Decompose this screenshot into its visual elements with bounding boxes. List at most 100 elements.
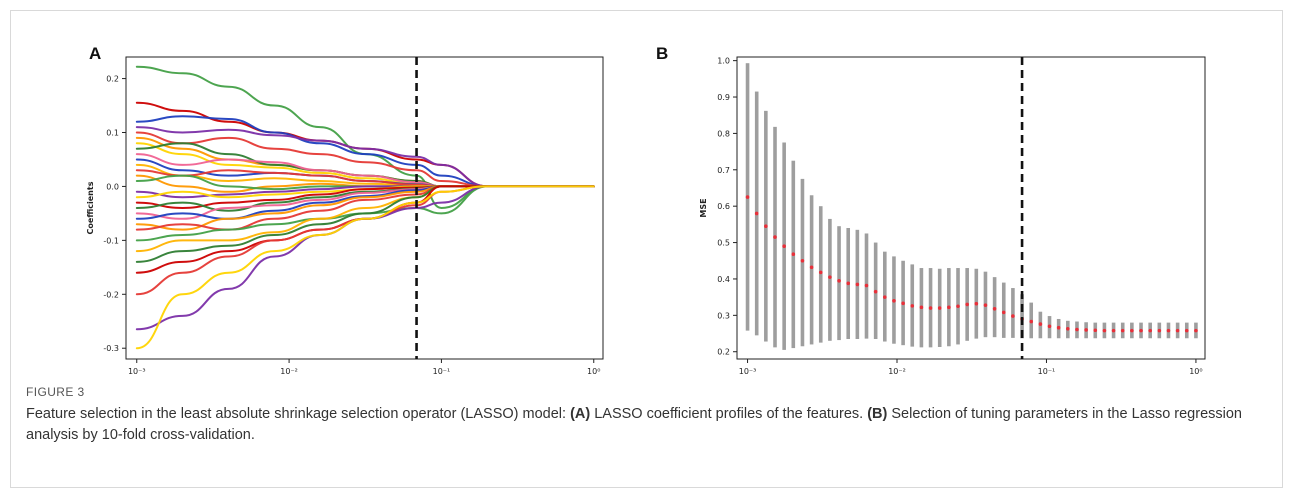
chart-b-mean-point (1102, 328, 1107, 333)
chart-a-x-axis-label: Lambda(λ=0.068665) (316, 379, 413, 380)
chart-b-y-tick-label: 0.5 (717, 239, 730, 248)
chart-b-mean-point (919, 305, 924, 310)
chart-b-error-bar (1011, 288, 1015, 338)
chart-b-mean-point (883, 295, 887, 299)
panel-b-letter: B (656, 44, 669, 63)
chart-b-mean-point (745, 195, 750, 199)
chart-b-mean-point (800, 258, 805, 263)
chart-b-mean-point (974, 301, 979, 306)
chart-a-lasso-coefficient-profiles: 10⁻³ 10⁻² 10⁻¹ 10⁰ 0.2 0.1 0.0 -0.1 -0.2 -0.3 Lamb… (86, 56, 604, 380)
chart-b-mean-point (864, 283, 869, 288)
caption-a-tag: (A) (570, 406, 591, 422)
chart-b-mean-point (1029, 319, 1034, 324)
chart-a-x-tick-label: 10⁻² (280, 367, 298, 376)
chart-b-mean-point (773, 235, 777, 239)
chart-a-series-line (135, 185, 595, 350)
caption-b-tag: (B) (867, 406, 888, 422)
chart-a-y-tick-label: -0.2 (103, 290, 119, 299)
figure-label: FIGURE 3 (26, 385, 85, 399)
chart-b-mean-point (956, 304, 960, 309)
chart-b-mean-point (1084, 328, 1088, 332)
chart-b-mean-point (1148, 328, 1152, 333)
chart-b-mean-point (1130, 328, 1134, 333)
chart-b-mean-point (1157, 328, 1162, 333)
chart-b-mean-point (1111, 328, 1116, 333)
chart-b-mean-point (791, 252, 796, 257)
chart-b-plot-frame (736, 56, 1206, 360)
chart-a-y-tick-label: -0.3 (103, 344, 119, 353)
chart-b-mean-point (901, 301, 905, 306)
chart-b-mean-point (1038, 322, 1043, 326)
chart-a-y-tick-label: 0.0 (106, 182, 119, 191)
chart-b-mean-point (992, 306, 997, 311)
chart-b-mean-point (818, 270, 823, 275)
chart-b-mean-point (764, 224, 768, 228)
chart-b-error-bar (1001, 282, 1006, 338)
chart-b-y-tick-label: 0.8 (717, 129, 730, 138)
chart-b-x-axis-label: Lambda(λ=0.068665) (923, 379, 1020, 380)
chart-b-mean-point (1075, 327, 1079, 332)
chart-a-y-axis-label: Coefficients (86, 181, 95, 234)
chart-b-error-bar (818, 206, 823, 343)
chart-b-cross-validation-mse: 10⁻³ 10⁻² 10⁻¹ 10⁰ 1.0 0.9 0.8 0.7 0.6 0.5 0.4 0.3 0… (699, 56, 1206, 380)
chart-b-mean-point (910, 304, 915, 308)
chart-b-mean-point (1184, 328, 1189, 333)
chart-b-y-tick-label: 0.9 (717, 93, 730, 102)
chart-b-mean-point (928, 306, 933, 310)
chart-b-x-tick-label: 10⁰ (1189, 367, 1202, 376)
chart-a-y-tick-label: -0.1 (103, 236, 119, 245)
chart-b-x-tick-label: 10⁻³ (739, 367, 757, 376)
chart-b-mean-point (1093, 328, 1098, 333)
chart-a-plot-frame (125, 56, 604, 360)
chart-b-mean-point (1066, 327, 1070, 331)
chart-b-y-tick-label: 0.2 (717, 348, 730, 357)
chart-a-x-tick-label: 10⁻¹ (433, 367, 451, 376)
figure-frame (10, 10, 1283, 488)
chart-a-x-tick-label: 10⁰ (587, 367, 600, 376)
chart-b-mean-point (1194, 328, 1198, 333)
chart-b-error-bar (809, 195, 814, 345)
chart-a-y-tick-label: 0.2 (106, 75, 119, 84)
chart-b-mean-point (937, 306, 942, 310)
chart-b-mean-point (855, 282, 860, 287)
chart-b-mean-point (873, 289, 878, 294)
chart-a-y-tick-label: 0.1 (106, 129, 119, 138)
chart-b-x-tick-label: 10⁻² (888, 367, 906, 376)
chart-b-x-tick-label: 10⁻¹ (1038, 367, 1056, 376)
chart-b-mean-point (828, 275, 832, 279)
chart-b-y-tick-label: 0.6 (717, 202, 730, 211)
chart-b-y-tick-label: 1.0 (717, 57, 730, 66)
chart-b-mean-point (754, 211, 759, 216)
chart-b-y-tick-label: 0.7 (717, 166, 730, 175)
chart-b-mean-point (1166, 328, 1171, 333)
chart-b-mean-point (846, 281, 851, 286)
chart-b-mean-point (892, 298, 896, 303)
chart-b-error-bar (828, 218, 832, 341)
chart-b-error-bar (837, 226, 841, 341)
chart-b-error-bar (1020, 294, 1024, 339)
chart-b-mean-point (947, 305, 951, 310)
chart-b-mean-point (1139, 328, 1143, 333)
chart-b-mean-point (965, 302, 969, 307)
chart-b-mean-point (782, 244, 786, 249)
caption-intro: Feature selection in the least absolute … (26, 406, 571, 422)
caption-a-text: LASSO coefficient profiles of the featur… (590, 406, 868, 422)
chart-b-mean-point (1001, 310, 1006, 315)
chart-b-mean-point (1056, 325, 1061, 330)
chart-b-mean-point (809, 265, 814, 270)
chart-b-mean-point (983, 303, 988, 307)
chart-a-series-line (135, 126, 595, 188)
chart-b-mean-point (1011, 314, 1015, 318)
chart-b-mean-point (1047, 324, 1052, 329)
chart-b-y-tick-label: 0.4 (717, 275, 730, 284)
chart-b-mean-point (837, 278, 841, 283)
chart-b-mean-point (1120, 328, 1125, 333)
caption-b-text: Selection of tuning parameters in the La… (26, 406, 1242, 443)
chart-b-y-axis-label: MSE (699, 198, 708, 217)
panel-a-letter: A (89, 44, 102, 63)
chart-b-y-tick-label: 0.3 (717, 311, 730, 320)
chart-b-error-bar (800, 178, 805, 347)
chart-b-mean-point (1175, 328, 1180, 333)
chart-a-x-tick-label: 10⁻³ (128, 367, 146, 376)
figure-caption: Feature selection in the least absolute … (26, 404, 1256, 446)
